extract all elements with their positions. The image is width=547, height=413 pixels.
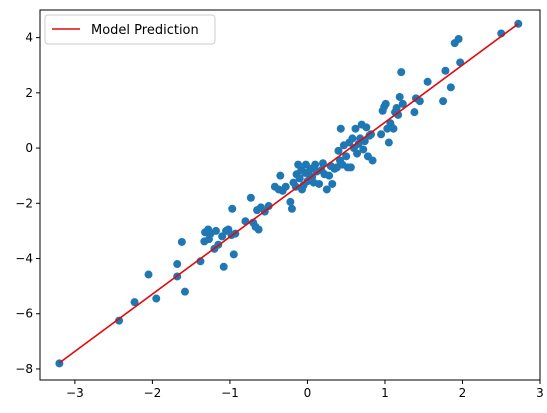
data-point xyxy=(276,171,285,180)
x-axis: −3 −2 −1 0 1 2 3 xyxy=(66,380,544,400)
data-point xyxy=(342,152,351,161)
data-point xyxy=(395,92,404,101)
model-prediction-line xyxy=(58,23,519,364)
data-point xyxy=(325,171,334,180)
data-point xyxy=(392,104,401,113)
data-point xyxy=(398,99,407,108)
data-point xyxy=(219,262,228,271)
scatter-points xyxy=(55,19,523,368)
legend-box xyxy=(44,14,216,45)
data-point xyxy=(359,145,368,154)
data-point xyxy=(173,260,182,269)
data-point xyxy=(311,160,320,169)
x-tick-label: −2 xyxy=(144,386,162,400)
data-point xyxy=(211,226,220,235)
data-point xyxy=(315,179,324,188)
y-tick-label: −4 xyxy=(15,252,33,266)
data-point xyxy=(367,130,376,139)
data-point xyxy=(334,146,343,155)
data-point xyxy=(287,204,296,213)
data-point xyxy=(130,298,139,307)
plot-area-frame xyxy=(39,9,541,381)
x-tick-label: 2 xyxy=(459,386,467,400)
data-point xyxy=(423,77,432,86)
data-point xyxy=(351,124,360,133)
x-tick-label: 0 xyxy=(304,386,312,400)
data-point xyxy=(348,134,357,143)
data-point xyxy=(177,237,186,246)
data-point xyxy=(286,197,295,206)
data-point xyxy=(281,182,290,191)
data-point xyxy=(346,163,355,172)
x-tick-label: −1 xyxy=(221,386,239,400)
y-tick-label: −6 xyxy=(15,307,33,321)
data-point xyxy=(377,130,386,139)
data-point xyxy=(394,110,403,119)
prediction-line-layer xyxy=(58,23,519,364)
x-tick-label: 3 xyxy=(536,386,544,400)
data-point xyxy=(295,174,304,183)
data-point xyxy=(446,83,455,92)
x-tick-label: −3 xyxy=(66,386,84,400)
data-point xyxy=(152,294,161,303)
data-point xyxy=(441,66,450,75)
data-point xyxy=(454,34,463,43)
data-point xyxy=(180,287,189,296)
data-point xyxy=(336,124,345,133)
data-point xyxy=(115,316,124,325)
y-tick-label: 0 xyxy=(25,141,33,155)
data-point xyxy=(362,123,371,132)
data-point xyxy=(368,156,377,165)
y-tick-label: −2 xyxy=(15,196,33,210)
data-point xyxy=(246,193,255,202)
legend-label-model-prediction: Model Prediction xyxy=(91,23,199,38)
data-point xyxy=(322,185,331,194)
y-tick-label: 2 xyxy=(25,86,33,100)
data-point xyxy=(415,97,424,106)
data-point xyxy=(384,138,393,147)
data-point xyxy=(328,179,337,188)
data-point xyxy=(389,124,398,133)
data-point xyxy=(381,99,390,108)
data-point xyxy=(254,225,263,234)
y-axis: −8 −6 −4 −2 0 2 4 xyxy=(15,31,40,376)
data-point xyxy=(410,108,419,117)
data-point xyxy=(228,204,237,213)
data-point xyxy=(439,97,448,106)
data-point xyxy=(318,159,327,168)
y-tick-label: −8 xyxy=(15,362,33,376)
x-tick-label: 1 xyxy=(381,386,389,400)
data-point xyxy=(397,68,406,77)
legend: Model Prediction xyxy=(44,14,216,45)
data-point xyxy=(264,202,273,211)
data-point xyxy=(144,270,153,279)
data-point xyxy=(353,149,362,158)
data-point xyxy=(229,250,238,259)
y-tick-label: 4 xyxy=(25,31,33,45)
